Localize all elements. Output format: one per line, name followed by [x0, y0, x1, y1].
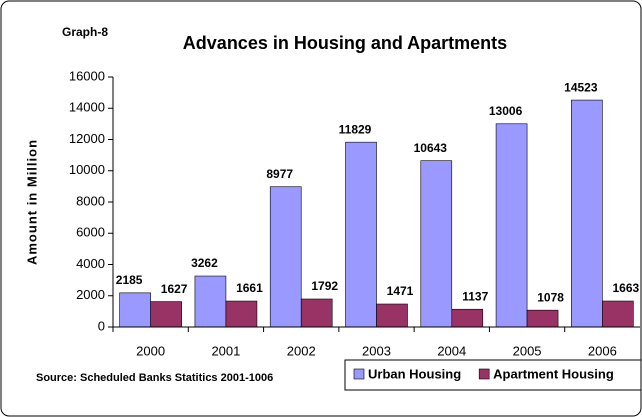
legend-swatch	[478, 368, 490, 380]
value-label: 2185	[116, 273, 143, 287]
bar	[526, 309, 559, 328]
bar	[571, 99, 603, 328]
x-tick-label: 2004	[437, 343, 466, 358]
value-label: 10643	[414, 141, 448, 155]
legend-swatch	[353, 368, 365, 380]
value-label: 11829	[339, 122, 372, 136]
value-label: 1663	[613, 281, 640, 295]
bar	[194, 275, 227, 328]
y-tick-label: 14000	[69, 100, 105, 115]
bar	[269, 186, 302, 328]
value-label: 1078	[537, 290, 564, 304]
y-tick-label: 6000	[76, 225, 105, 240]
bar	[225, 300, 258, 328]
y-tick-label: 12000	[69, 131, 105, 146]
value-label: 1661	[236, 281, 263, 295]
bar	[150, 301, 182, 328]
value-label: 3262	[191, 256, 218, 270]
source-note: Source: Scheduled Banks Statitics 2001-1…	[36, 372, 273, 384]
legend-box	[344, 359, 642, 391]
y-tick-label: 2000	[76, 287, 105, 302]
value-label: 1471	[387, 284, 414, 298]
x-tick-label: 2001	[211, 343, 240, 358]
legend-label: Apartment Housing	[493, 366, 614, 381]
y-tick-label: 4000	[76, 256, 105, 271]
bar	[495, 123, 528, 328]
bar	[376, 303, 408, 328]
bar	[451, 308, 484, 328]
bar	[345, 141, 377, 328]
legend-label: Urban Housing	[368, 366, 461, 381]
x-tick-label: 2006	[588, 343, 617, 358]
value-label: 1627	[161, 282, 188, 296]
value-label: 13006	[489, 104, 523, 118]
bar	[420, 160, 453, 328]
y-tick-label: 0	[98, 318, 105, 333]
x-tick-label: 2000	[136, 343, 165, 358]
y-tick-label: 8000	[76, 193, 105, 208]
bar	[602, 300, 634, 328]
value-label: 1137	[462, 289, 488, 303]
x-tick-label: 2005	[513, 343, 542, 358]
chart-title: Advances in Housing and Apartments	[183, 33, 507, 53]
y-tick-label: 16000	[69, 68, 105, 83]
bar	[119, 292, 151, 328]
y-axis-label: Amount in Million	[24, 139, 39, 265]
x-tick-label: 2002	[287, 343, 316, 358]
value-label: 1792	[311, 279, 338, 293]
value-label: 14523	[564, 80, 598, 94]
y-tick-label: 10000	[69, 162, 105, 177]
graph-label: Graph-8	[62, 25, 108, 39]
value-label: 8977	[266, 167, 293, 181]
x-tick-label: 2003	[362, 343, 391, 358]
bar	[300, 298, 333, 328]
